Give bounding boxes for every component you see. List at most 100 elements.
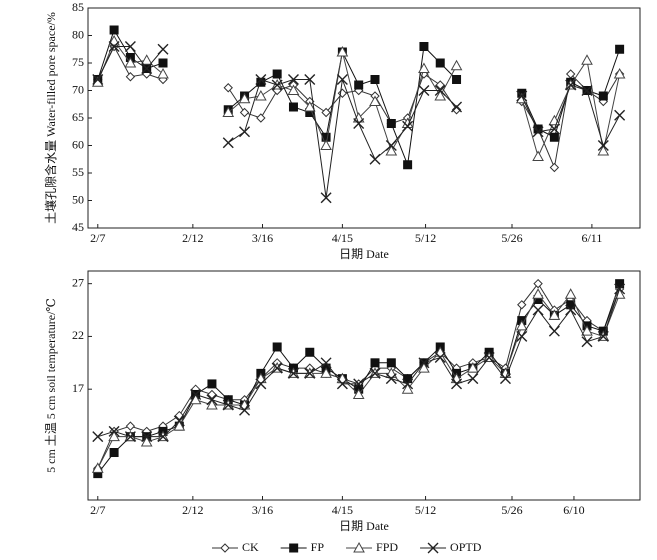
marker-stroke	[565, 79, 577, 91]
marker	[206, 398, 218, 410]
marker	[369, 367, 381, 379]
y-tick-label: 22	[72, 328, 84, 342]
marker	[141, 63, 153, 74]
marker	[305, 347, 315, 357]
marker	[336, 45, 349, 57]
marker	[533, 278, 543, 289]
marker	[401, 383, 414, 394]
x-tick-label: 2/12	[182, 503, 203, 517]
y-tick-label: 55	[72, 165, 84, 179]
marker	[353, 118, 365, 129]
marker	[403, 160, 413, 170]
x-tick-label: 5/12	[415, 503, 436, 517]
marker	[173, 415, 185, 427]
series-line	[97, 282, 621, 469]
marker	[418, 62, 430, 73]
marker	[532, 126, 544, 138]
x-tick-label: 2/7	[90, 503, 105, 517]
marker	[223, 83, 233, 93]
marker-stroke	[565, 304, 577, 316]
marker	[206, 394, 218, 406]
y-axis-title: 土壤孔隙含水量 Water-filled pore space/%	[43, 12, 58, 224]
marker	[565, 304, 577, 316]
marker-stroke	[597, 140, 609, 151]
marker-stroke	[451, 101, 463, 113]
marker	[370, 358, 380, 368]
marker-stroke	[434, 85, 446, 96]
legend-label: OPTD	[450, 540, 482, 554]
marker	[255, 378, 267, 390]
y-axis-title: 5 cm 土温 5 cm soil temperature/℃	[44, 298, 58, 473]
marker-stroke	[532, 304, 544, 316]
y-tick-label: 80	[72, 27, 84, 41]
marker	[320, 139, 332, 150]
marker	[239, 404, 251, 416]
marker	[402, 378, 414, 390]
marker	[140, 435, 153, 447]
marker	[287, 74, 299, 85]
marker	[452, 75, 462, 84]
marker-stroke	[206, 394, 218, 406]
marker	[288, 102, 298, 112]
marker	[467, 362, 479, 373]
marker-stroke	[108, 425, 120, 437]
marker	[516, 330, 528, 342]
marker-stroke	[614, 283, 626, 295]
marker-stroke	[353, 378, 365, 390]
x-tick-label: 2/12	[182, 231, 203, 245]
y-tick-label: 70	[72, 82, 84, 96]
marker-stroke	[124, 431, 136, 443]
marker-stroke	[287, 74, 299, 85]
marker	[483, 352, 495, 364]
x-tick-label: 3/16	[252, 231, 273, 245]
marker	[125, 421, 136, 431]
marker	[336, 74, 348, 85]
marker	[566, 300, 576, 310]
marker	[434, 346, 447, 357]
marker	[255, 89, 267, 101]
marker-stroke	[271, 79, 283, 91]
marker	[597, 140, 609, 151]
marker	[141, 431, 153, 443]
marker	[255, 74, 267, 85]
marker	[108, 430, 120, 442]
marker-stroke	[255, 74, 267, 85]
marker	[256, 77, 266, 87]
marker	[385, 367, 398, 378]
x-tick-label: 2/7	[90, 231, 105, 245]
marker-stroke	[157, 431, 169, 443]
x-tick-label: 3/16	[252, 503, 273, 517]
plot-frame	[87, 7, 641, 229]
marker-stroke	[532, 126, 544, 138]
marker	[516, 90, 528, 102]
plot-frame	[87, 270, 641, 501]
y-tick-label: 65	[72, 110, 84, 124]
marker	[157, 431, 169, 443]
marker-stroke	[190, 388, 202, 400]
marker	[499, 373, 511, 385]
y-tick-label: 50	[72, 192, 84, 206]
marker	[354, 80, 364, 90]
marker	[108, 34, 120, 46]
marker	[320, 357, 332, 369]
marker	[451, 101, 463, 113]
legend-label: FP	[311, 540, 325, 554]
marker-stroke	[255, 378, 267, 390]
marker-stroke	[581, 336, 593, 348]
marker-stroke	[434, 352, 446, 364]
marker	[320, 192, 332, 204]
x-tick-label: 6/10	[563, 503, 584, 517]
marker-stroke	[304, 74, 316, 85]
marker	[451, 105, 462, 115]
marker	[532, 288, 544, 299]
marker	[385, 373, 397, 385]
marker	[109, 25, 119, 35]
marker	[597, 330, 609, 342]
marker	[548, 325, 560, 337]
marker-stroke	[92, 431, 104, 443]
marker	[581, 85, 593, 96]
marker	[386, 119, 396, 128]
marker-stroke	[418, 85, 430, 96]
marker-stroke	[516, 330, 528, 342]
marker	[369, 95, 381, 106]
